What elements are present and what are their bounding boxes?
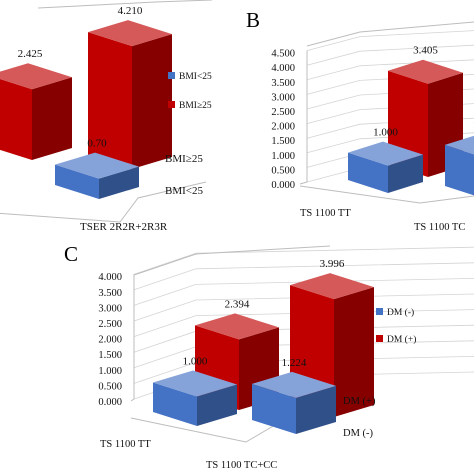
- bar-top-face: [88, 20, 172, 47]
- gridline-7: [306, 59, 474, 81]
- bar-2-s0-c0: 1.000: [153, 356, 237, 426]
- data-label-0-s0-c1: 0.70: [87, 138, 107, 150]
- bar-side-face: [334, 287, 374, 417]
- depth-label-0-1: BMI≥25: [165, 153, 203, 165]
- y-axis-line: [299, 50, 308, 185]
- bar-front-face: [88, 32, 132, 169]
- y-tick-label-0: 0.000: [98, 397, 122, 408]
- bar-1-s0-c1: 1.50: [445, 119, 474, 196]
- bar-top-face: [153, 370, 237, 397]
- bar-1-s1-c0: 3.405: [388, 45, 463, 177]
- category-label-2-0: TS 1100 TT: [100, 439, 151, 450]
- gridline-8: [306, 44, 474, 66]
- bar-top-face: [445, 135, 474, 155]
- gridline-9: [306, 30, 474, 51]
- depth-label-2-1: DM (+): [343, 396, 376, 407]
- legend-label-0-0: BMI<25: [179, 72, 212, 82]
- y-tick-label-1: 0.500: [271, 165, 295, 176]
- y-tick-label-1: 0.500: [98, 381, 122, 392]
- category-label-1-1: TS 1100 TC: [414, 222, 465, 233]
- data-label-2-s0-c1: 1.224: [282, 357, 307, 369]
- bar-top-face: [252, 371, 336, 398]
- bar-front-face: [0, 79, 32, 160]
- y-tick-label-3: 1.500: [271, 136, 295, 147]
- y-tick-label-7: 3.500: [271, 78, 295, 89]
- bar-front-face: [348, 152, 388, 193]
- legend-swatch-0-0: [168, 72, 175, 79]
- bar-0-s0-c1: 0.70: [55, 138, 139, 199]
- bar-front-face: [153, 382, 197, 426]
- y-tick-label-6: 3.000: [271, 92, 295, 103]
- bar-top-face: [388, 59, 463, 84]
- wall-top-edge: [306, 21, 474, 47]
- bar-top-face: [195, 313, 279, 340]
- data-label-0-s1-c1: 4.210: [118, 5, 143, 17]
- wall-top-edge: [133, 245, 331, 276]
- category-label-2-1: TS 1100 TC+CC: [206, 460, 277, 471]
- wall-top-edge: [37, 0, 213, 9]
- data-label-2-s0-c0: 1.000: [183, 356, 208, 368]
- y-tick-label-2: 1.000: [98, 366, 122, 377]
- bar-0-s1-c1: 4.210: [88, 5, 172, 169]
- bar-top-face: [348, 141, 423, 166]
- legend-swatch-0-1: [168, 101, 175, 108]
- category-label-0-1: TSER 2R2R+2R3R: [80, 221, 168, 233]
- y-tick-label-5: 2.500: [271, 107, 295, 118]
- bar-2-s0-c1: 1.224: [252, 357, 336, 434]
- bar-front-face: [252, 383, 296, 434]
- bar-side-face: [296, 385, 336, 434]
- bar-top-face: [290, 273, 374, 300]
- y-tick-label-6: 3.000: [98, 303, 122, 314]
- depth-label-2-0: DM (-): [343, 428, 374, 439]
- legend-label-2-1: DM (+): [387, 334, 416, 345]
- depth-label-0-0: BMI<25: [165, 185, 203, 197]
- y-tick-label-4: 2.000: [98, 335, 122, 346]
- bar-side-face: [32, 77, 72, 160]
- gridline-7: [133, 262, 474, 291]
- legend-swatch-2-1: [376, 335, 383, 342]
- gridline-8: [133, 246, 474, 275]
- legend-swatch-2-0: [376, 308, 383, 315]
- data-label-2-s1-c1: 3.996: [320, 258, 345, 270]
- data-label-0-s1-c0: 2.425: [18, 48, 43, 60]
- floor-edge: [0, 181, 207, 223]
- panel-label-c: C: [64, 242, 78, 266]
- category-label-1-0: TS 1100 TT: [300, 208, 351, 219]
- chart-panel-1: 0.000 0.500 1.000 1.500 2.000 2.500 3.000 3.500…: [271, 21, 474, 233]
- legend-label-0-1: BMI≥25: [179, 101, 212, 111]
- bar-side-face: [197, 384, 237, 426]
- bar-front-face: [55, 164, 99, 199]
- bar-top-face: [55, 152, 139, 179]
- data-label-1-s0-c0: 1.000: [373, 127, 398, 139]
- panel-label-b: B: [246, 8, 260, 32]
- chart-panel-0: 2.425 4.210 0.70 TSER 2R2R+2R3R BMI<25 BMI≥25…: [0, 0, 212, 233]
- y-tick-label-0: 0.000: [271, 180, 295, 191]
- chart-panel-2: 0.000 0.500 1.000 1.500 2.000 2.500 3.000 3.500…: [98, 245, 474, 471]
- y-axis-line: [130, 274, 135, 402]
- gridline-6: [133, 278, 474, 306]
- y-tick-label-2: 1.000: [271, 151, 295, 162]
- bar-top-face: [0, 63, 72, 90]
- data-label-1-s0-c1: 1.50: [473, 119, 474, 131]
- bar-side-face: [388, 154, 423, 193]
- floor-edge: [299, 185, 474, 204]
- bar-0-s1-c0: 2.425: [0, 48, 72, 160]
- y-tick-label-3: 1.500: [98, 350, 122, 361]
- bar-front-face: [445, 144, 474, 196]
- y-tick-label-7: 3.500: [98, 288, 122, 299]
- y-tick-label-9: 4.500: [271, 49, 295, 60]
- bar-side-face: [132, 34, 172, 169]
- data-label-1-s1-c0: 3.405: [413, 45, 438, 57]
- legend-label-2-0: DM (-): [387, 307, 414, 318]
- y-tick-label-4: 2.000: [271, 122, 295, 133]
- y-tick-label-8: 4.000: [98, 272, 122, 283]
- gridline-5: [133, 293, 474, 322]
- bar-1-s0-c0: 1.000: [348, 127, 423, 193]
- data-label-2-s1-c0: 2.394: [225, 298, 250, 310]
- y-tick-label-8: 4.000: [271, 63, 295, 74]
- bar-side-face: [99, 166, 139, 199]
- y-tick-label-5: 2.500: [98, 319, 122, 330]
